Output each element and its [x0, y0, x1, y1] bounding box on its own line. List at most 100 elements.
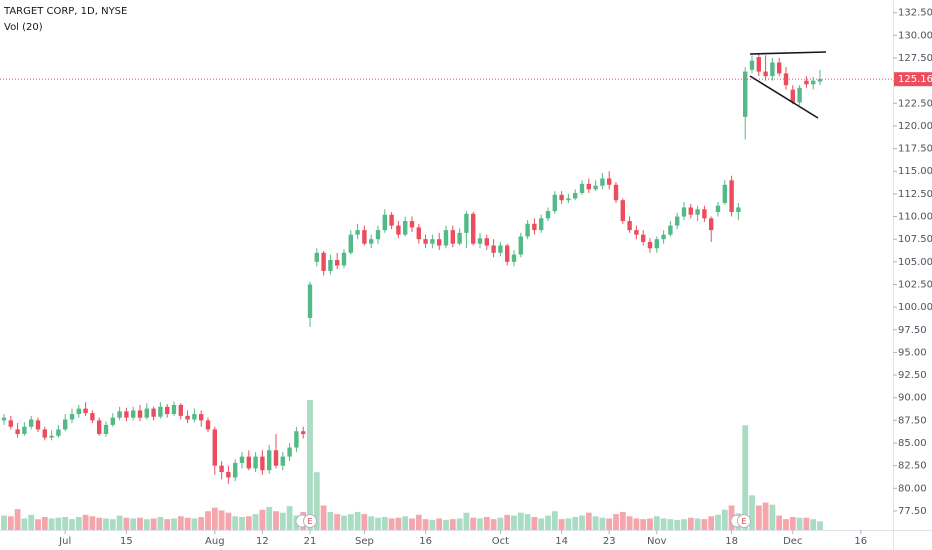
candle-body	[715, 205, 721, 212]
earnings-label: E	[741, 517, 746, 526]
candle-body	[137, 410, 143, 418]
volume-bar	[558, 519, 565, 530]
candle-body	[76, 408, 81, 415]
volume-bar	[28, 514, 35, 530]
candle-body	[763, 71, 768, 77]
volume-bar	[21, 518, 28, 530]
candle-body	[355, 230, 360, 235]
chart-title: TARGET CORP, 1D, NYSE	[3, 6, 127, 17]
volume-bar	[130, 518, 137, 530]
candle-body	[192, 414, 197, 420]
candle-body	[341, 252, 347, 266]
candle-body	[675, 216, 680, 226]
volume-bar	[477, 518, 483, 530]
candle-body	[450, 230, 455, 244]
candle-body	[35, 420, 41, 430]
candle-body	[42, 429, 47, 438]
volume-bar	[177, 516, 184, 530]
candle-body	[117, 411, 122, 418]
volume-bar	[626, 516, 633, 530]
volume-bar	[463, 512, 470, 530]
candle-body	[185, 415, 190, 420]
volume-bar	[694, 518, 701, 530]
volume-bar	[585, 512, 592, 530]
candle-body	[668, 225, 673, 235]
volume-bar	[211, 507, 218, 530]
volume-bar	[490, 519, 497, 530]
volume-bar	[504, 514, 511, 530]
volume-bar	[721, 509, 728, 530]
volume-bar	[137, 517, 143, 530]
candle-body	[49, 435, 54, 438]
volume-bar	[48, 518, 55, 530]
y-tick-label: 80.00	[898, 483, 927, 494]
volume-bar	[674, 519, 681, 530]
volume-bar	[817, 521, 823, 530]
y-tick-label: 100.00	[898, 302, 932, 313]
candle-body	[56, 429, 61, 436]
volume-bar	[592, 516, 599, 530]
volume-bar	[599, 517, 606, 530]
x-tick-label: 23	[603, 536, 616, 547]
candle-body	[661, 234, 666, 240]
y-tick-label: 105.00	[898, 257, 932, 268]
candle-body	[430, 239, 435, 244]
earnings-label: E	[307, 517, 312, 526]
candle-body	[743, 71, 748, 117]
candle-body	[239, 456, 245, 463]
volume-bar	[687, 517, 694, 530]
volume-bar	[769, 504, 776, 530]
volume-bar	[7, 516, 14, 530]
candle-body	[484, 238, 489, 246]
volume-bar	[810, 519, 817, 530]
candle-body	[525, 223, 530, 237]
candle-body	[477, 238, 483, 244]
y-tick-label: 117.50	[898, 144, 932, 155]
volume-bar	[415, 514, 422, 530]
candle-body	[233, 462, 238, 478]
y-tick-label: 132.50	[898, 8, 932, 19]
candle-body	[83, 408, 88, 414]
candle-body	[69, 414, 75, 420]
candle-body	[15, 429, 20, 434]
volume-bar	[361, 514, 368, 530]
candle-body	[709, 218, 714, 231]
candle-body	[811, 80, 816, 85]
y-tick-label: 112.50	[898, 189, 932, 200]
x-tick-label: 21	[304, 536, 317, 547]
earnings-marker	[303, 514, 317, 528]
volume-bar	[545, 515, 551, 530]
volume-bar	[429, 519, 436, 530]
volume-bar	[143, 519, 150, 530]
y-tick-label: 97.50	[898, 325, 927, 336]
candle-body	[321, 252, 326, 271]
volume-bar	[660, 518, 667, 530]
y-tick-label: 115.00	[898, 166, 932, 177]
volume-bar	[633, 518, 640, 530]
volume-bar	[572, 517, 579, 530]
volume-bar	[456, 518, 463, 530]
candle-body	[464, 213, 469, 233]
volume-bar	[470, 517, 477, 530]
y-tick-label: 85.00	[898, 438, 927, 449]
volume-bar	[109, 519, 116, 530]
candle-body	[97, 420, 102, 434]
candle-body	[171, 404, 177, 415]
candle-body	[749, 60, 755, 70]
candle-body	[518, 236, 523, 255]
candle-body	[423, 239, 428, 244]
volume-bar	[341, 515, 347, 530]
candle-body	[205, 420, 211, 430]
volume-bar	[75, 517, 82, 530]
volume-bar	[531, 517, 538, 530]
x-tick-label: Nov	[647, 536, 667, 547]
volume-bar	[443, 519, 449, 530]
x-tick-label: 16	[419, 536, 432, 547]
volume-bar	[164, 519, 171, 530]
candle-body	[314, 252, 319, 262]
volume-bar	[116, 515, 123, 530]
volume-bar	[715, 514, 721, 530]
candle-body	[627, 221, 632, 231]
volume-bar	[776, 515, 783, 530]
